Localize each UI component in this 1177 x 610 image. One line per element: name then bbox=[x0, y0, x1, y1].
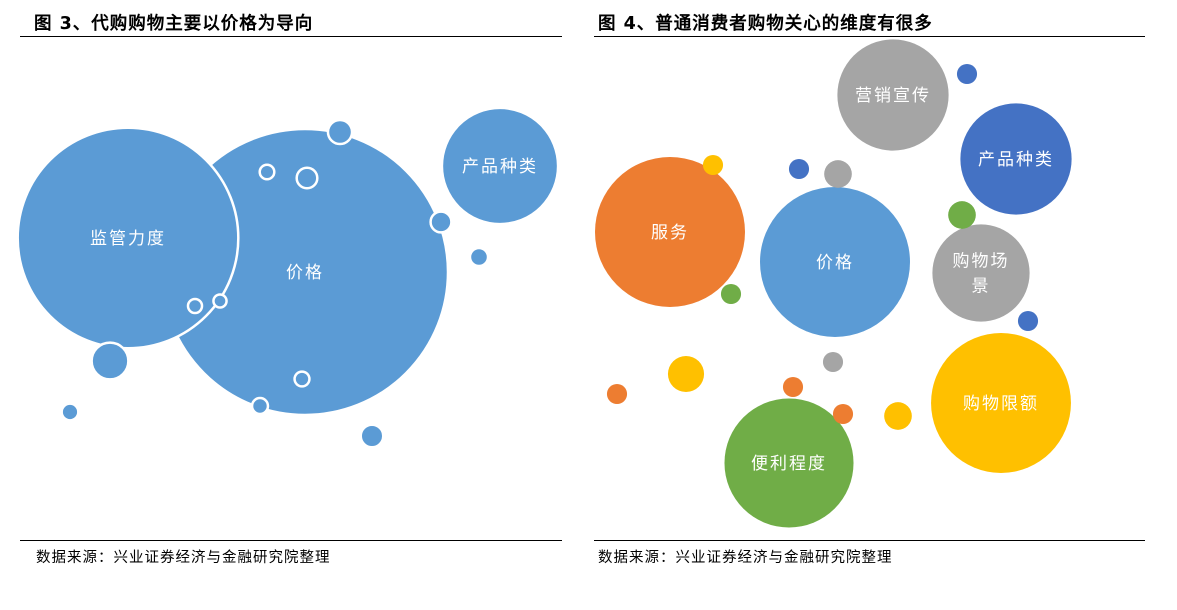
bubble-small bbox=[720, 283, 742, 305]
bubble-small bbox=[258, 163, 276, 181]
bubble-label: 营销宣传 bbox=[855, 86, 931, 106]
bubble-价格 bbox=[760, 187, 910, 337]
bubble-购物限额 bbox=[931, 333, 1071, 473]
bubble-small bbox=[90, 341, 130, 381]
bubble-small bbox=[468, 246, 490, 268]
bubble-small bbox=[832, 403, 854, 425]
bubble-small bbox=[948, 201, 976, 229]
bubble-label: 购物限额 bbox=[963, 394, 1039, 414]
bubble-small bbox=[667, 355, 705, 393]
bubble-small bbox=[429, 210, 453, 234]
bubble-label: 价格 bbox=[286, 263, 324, 283]
figure-title: 图 3、代购购物主要以价格为导向 bbox=[34, 14, 314, 34]
bubble-small bbox=[293, 370, 311, 388]
title-rule bbox=[594, 36, 1145, 37]
bubble-label: 产品种类 bbox=[978, 150, 1054, 170]
bubble-label: 产品种类 bbox=[462, 157, 538, 177]
bubble-产品种类 bbox=[440, 106, 560, 226]
bubble-small bbox=[60, 402, 80, 422]
bubble-服务 bbox=[595, 157, 745, 307]
bubble-营销宣传 bbox=[837, 39, 949, 151]
bubble-产品种类 bbox=[960, 103, 1072, 215]
figure-4: 图 4、普通消费者购物关心的维度有很多 价格 服务购物限额便利程度 营销宣传产品种类… bbox=[588, 0, 1177, 610]
bubble-small bbox=[606, 383, 628, 405]
bubble-small bbox=[326, 118, 354, 146]
bubble-small bbox=[956, 63, 978, 85]
bubble-small bbox=[250, 396, 270, 416]
source-rule bbox=[594, 540, 1145, 541]
bubble-监管力度 bbox=[16, 126, 240, 350]
bubble-label: 购物场景 bbox=[953, 252, 1010, 297]
source-rule bbox=[20, 540, 562, 541]
bubble-small bbox=[212, 293, 228, 309]
title-rule bbox=[20, 36, 562, 37]
data-source: 数据来源：兴业证券经济与金融研究院整理 bbox=[598, 550, 893, 566]
bubble-small bbox=[822, 351, 844, 373]
bubble-便利程度 bbox=[724, 398, 854, 528]
bubble-small bbox=[359, 423, 385, 449]
data-source: 数据来源：兴业证券经济与金融研究院整理 bbox=[36, 550, 331, 566]
bubble-label: 监管力度 bbox=[90, 229, 166, 249]
bubble-small bbox=[295, 166, 319, 190]
bubble-small bbox=[702, 154, 724, 176]
bubble-small bbox=[824, 160, 852, 188]
bubble-label: 服务 bbox=[651, 223, 689, 243]
figure-title: 图 4、普通消费者购物关心的维度有很多 bbox=[598, 14, 933, 34]
bubble-small bbox=[782, 376, 804, 398]
bubble-small bbox=[186, 297, 204, 315]
bubble-购物场景 bbox=[932, 224, 1030, 322]
bubble-label: 价格 bbox=[816, 253, 854, 273]
bubble-small bbox=[788, 158, 810, 180]
bubble-small bbox=[884, 402, 912, 430]
bubble-chart-figure-3: 价格 监管力度 产品种类 bbox=[16, 106, 560, 449]
bubble-label: 便利程度 bbox=[751, 454, 827, 474]
figure-3: 图 3、代购购物主要以价格为导向 价格 监管力度 产品种类 数据来源：兴业证券经济与… bbox=[0, 0, 562, 610]
bubble-small bbox=[1017, 310, 1039, 332]
